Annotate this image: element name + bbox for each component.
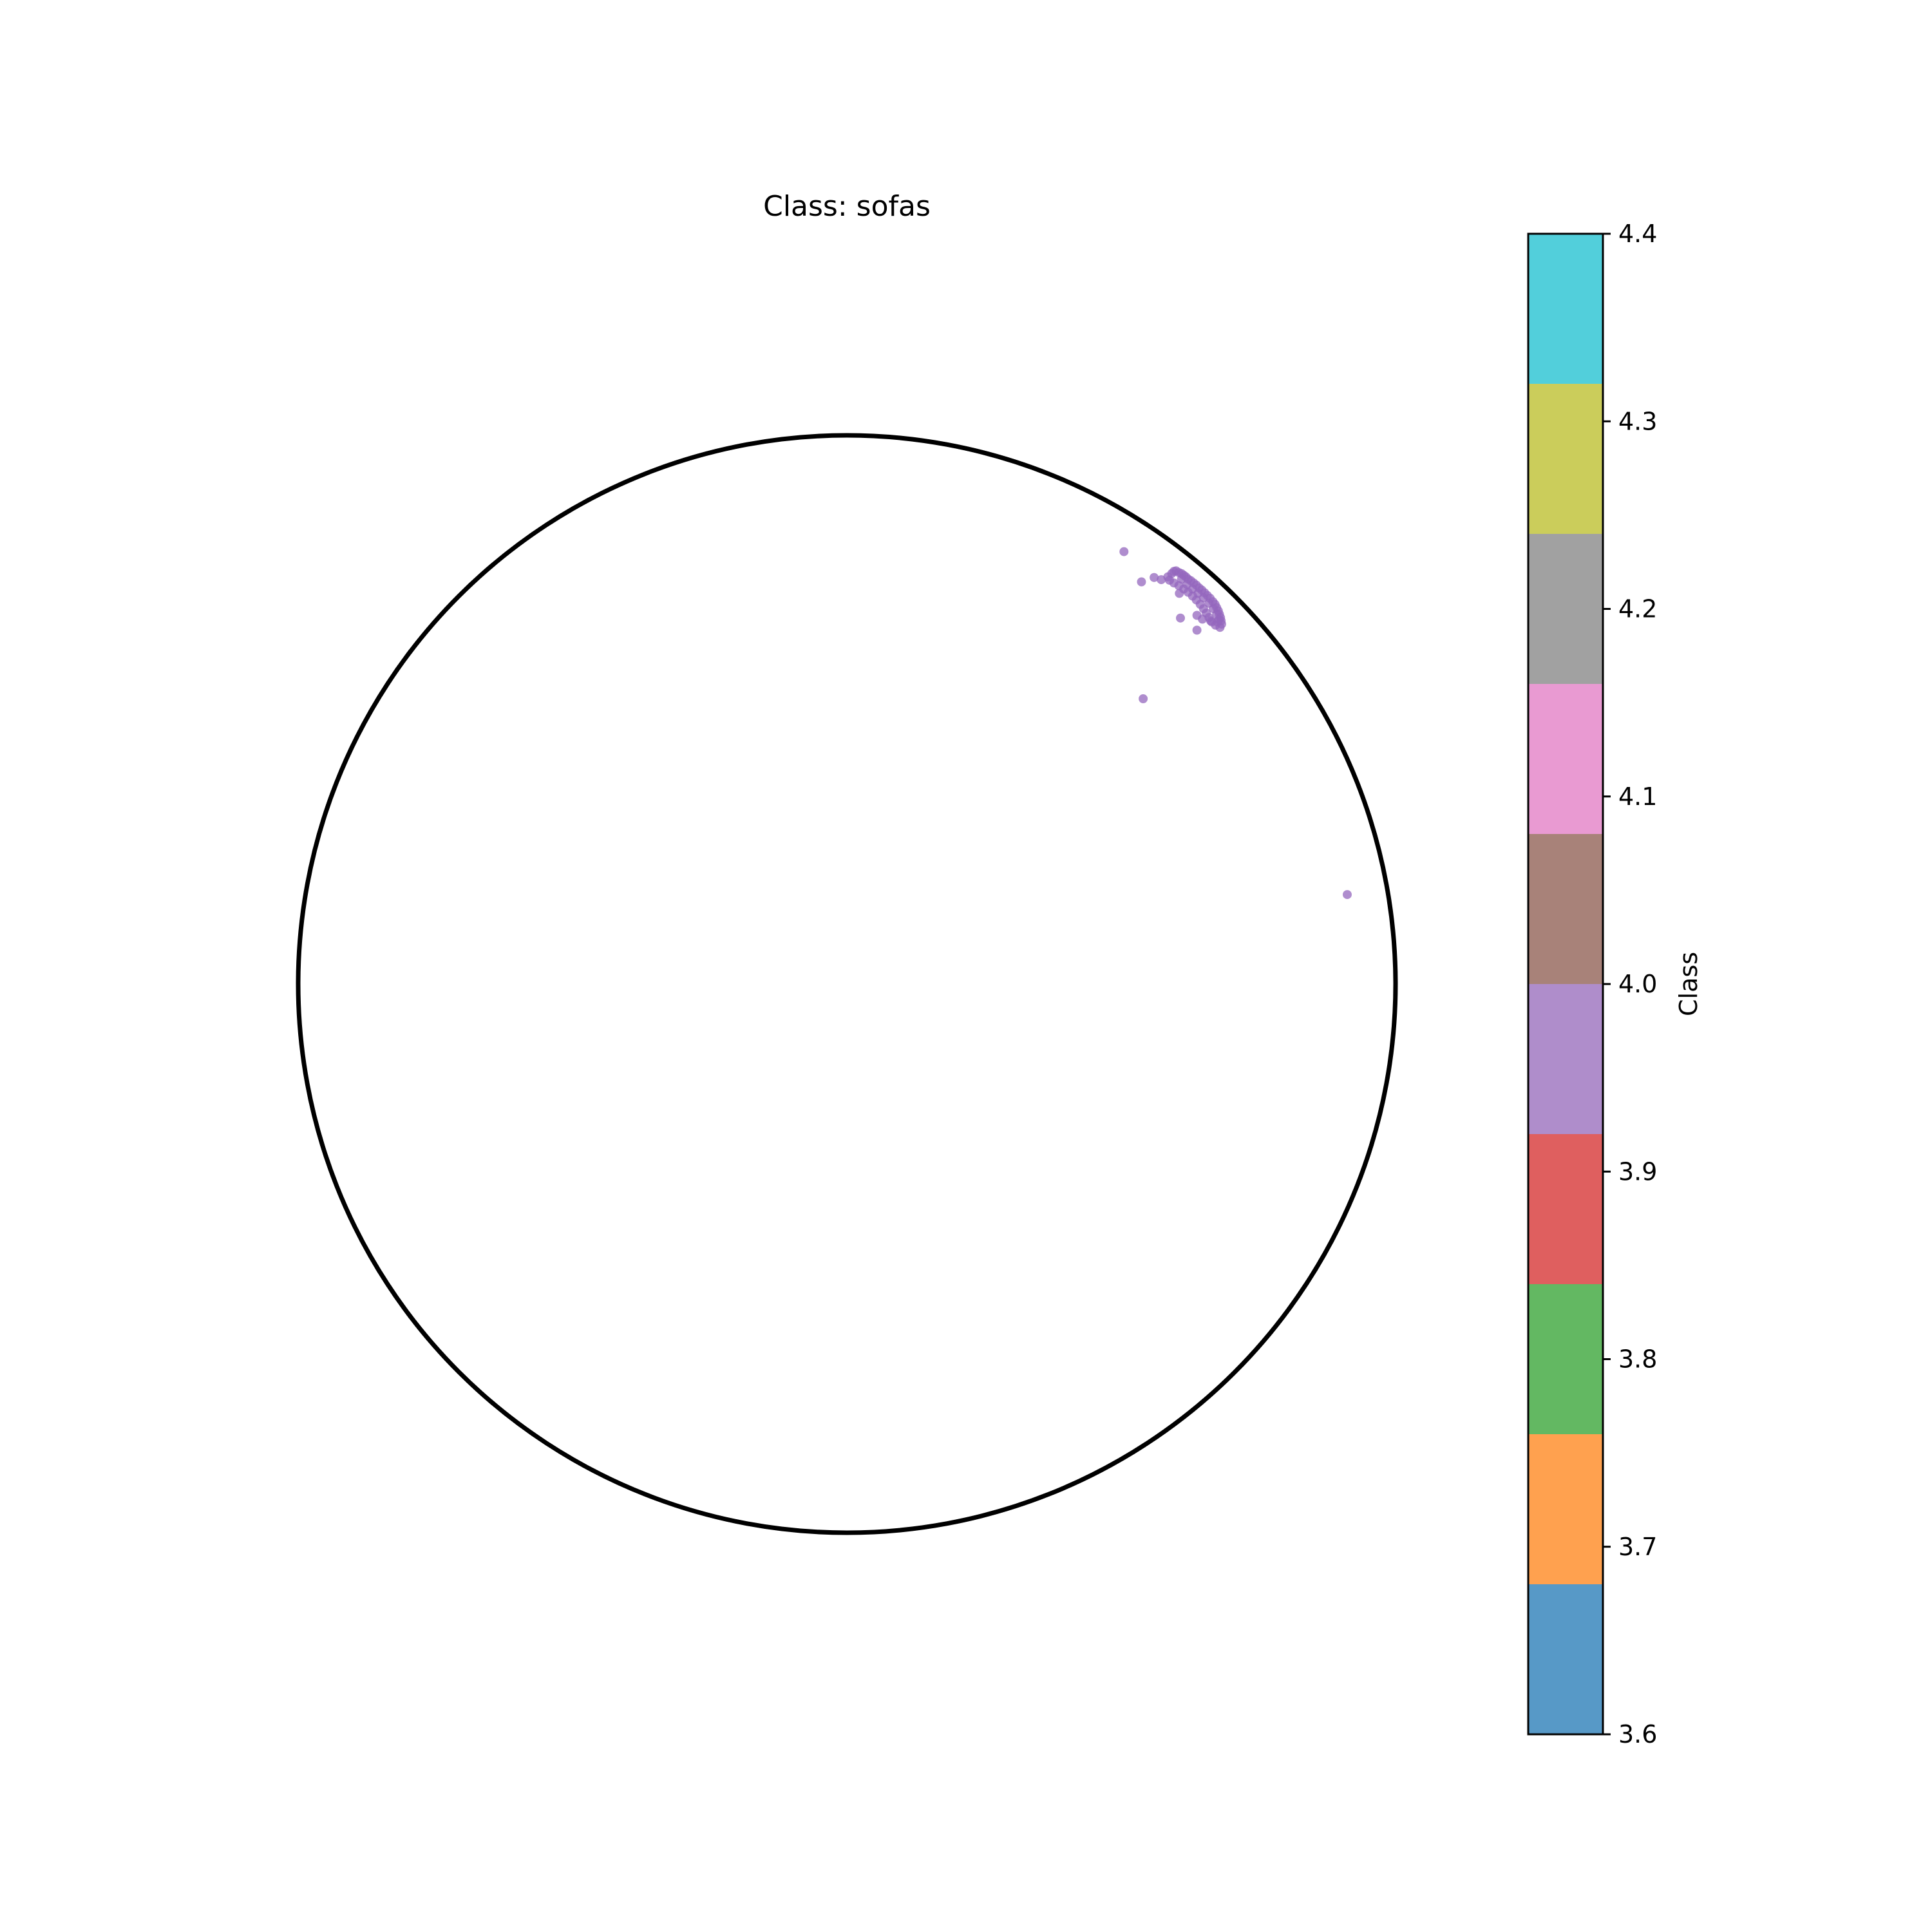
scatter-point-59 bbox=[1139, 694, 1148, 703]
scatter-point-42 bbox=[1165, 575, 1174, 585]
scatter-point-47 bbox=[1198, 593, 1208, 603]
colorbar-band-6 bbox=[1528, 684, 1603, 834]
colorbar-bands bbox=[1528, 234, 1603, 1734]
scatter-point-52 bbox=[1175, 589, 1184, 598]
scatter-points bbox=[1119, 547, 1352, 900]
colorbar-band-2 bbox=[1528, 1284, 1603, 1434]
colorbar-band-0 bbox=[1528, 1584, 1603, 1734]
colorbar-band-8 bbox=[1528, 384, 1603, 534]
colorbar: 3.6 3.7 3.8 3.9 4.0 4.1 4.2 4.3 4.4 Class bbox=[1527, 220, 1703, 1748]
colorbar-tick-label-8: 4.4 bbox=[1618, 220, 1657, 248]
colorbar-tick-label-5: 4.1 bbox=[1618, 782, 1657, 811]
colorbar-band-9 bbox=[1528, 234, 1603, 384]
colorbar-band-7 bbox=[1528, 534, 1603, 684]
colorbar-tick-label-4: 4.0 bbox=[1618, 970, 1657, 998]
scatter-point-2 bbox=[1150, 573, 1159, 582]
scatter-point-58 bbox=[1192, 625, 1202, 635]
unit-circle-boundary bbox=[296, 433, 1398, 1535]
chart-title: Class: sofas bbox=[763, 190, 931, 223]
scatter-point-56 bbox=[1213, 617, 1222, 627]
colorbar-tick-label-0: 3.6 bbox=[1618, 1720, 1657, 1748]
colorbar-tick-label-7: 4.3 bbox=[1618, 407, 1657, 435]
colorbar-band-4 bbox=[1528, 984, 1603, 1134]
colorbar-label: Class bbox=[1674, 952, 1703, 1016]
colorbar-ticks: 3.6 3.7 3.8 3.9 4.0 4.1 4.2 4.3 4.4 bbox=[1603, 220, 1657, 1748]
colorbar-band-1 bbox=[1528, 1434, 1603, 1584]
colorbar-band-5 bbox=[1528, 834, 1603, 984]
colorbar-tick-label-6: 4.2 bbox=[1618, 595, 1657, 623]
colorbar-tick-label-2: 3.8 bbox=[1618, 1345, 1657, 1374]
plot-area bbox=[296, 433, 1398, 1535]
scatter-point-54 bbox=[1198, 614, 1208, 624]
scatter-point-1 bbox=[1137, 577, 1146, 587]
scatter-point-60 bbox=[1343, 890, 1352, 900]
colorbar-band-3 bbox=[1528, 1134, 1603, 1284]
scatter-point-43 bbox=[1177, 574, 1186, 584]
scatter-point-57 bbox=[1176, 613, 1185, 623]
colorbar-tick-label-3: 3.9 bbox=[1618, 1157, 1657, 1186]
scatter-point-0 bbox=[1119, 547, 1129, 556]
colorbar-tick-label-1: 3.7 bbox=[1618, 1533, 1657, 1561]
